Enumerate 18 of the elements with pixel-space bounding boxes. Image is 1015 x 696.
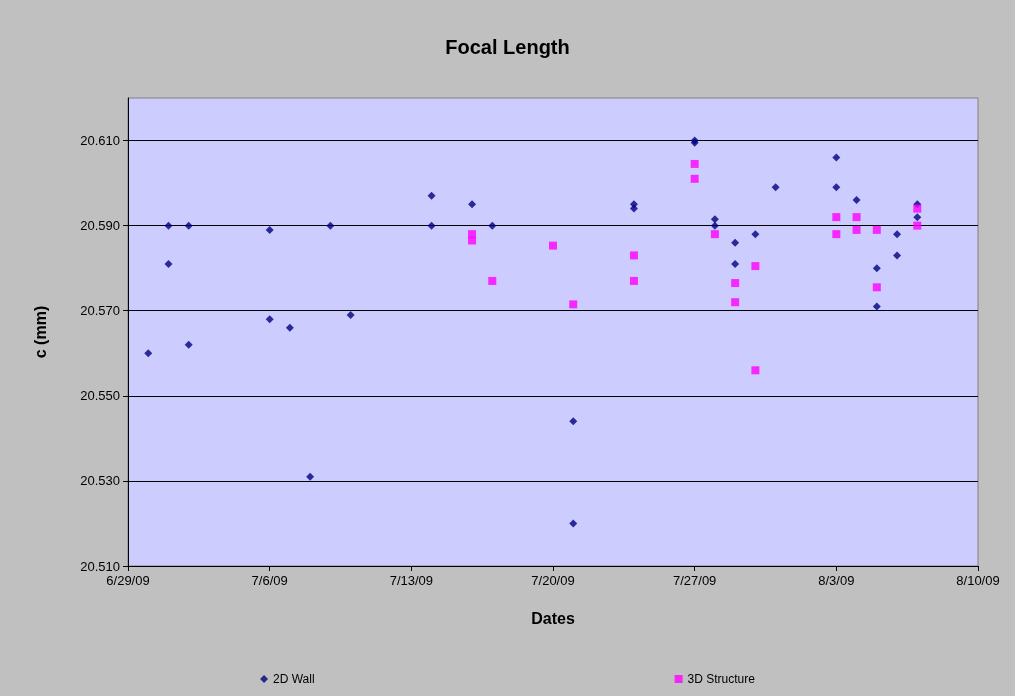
y-tick-label: 20.550 bbox=[80, 388, 120, 404]
legend-label: 3D Structure bbox=[687, 672, 756, 686]
legend-label: 2D Wall bbox=[273, 672, 315, 686]
y-tick-label: 20.610 bbox=[80, 133, 120, 149]
x-tick-label: 7/13/09 bbox=[389, 573, 434, 588]
chart-title: Focal Length bbox=[445, 36, 570, 58]
y-tick-label: 20.590 bbox=[80, 218, 120, 234]
y-tick-label: 20.570 bbox=[80, 303, 120, 319]
y-tick-label: 20.530 bbox=[80, 473, 120, 489]
x-axis-title: Dates bbox=[531, 609, 575, 627]
x-tick-label: 7/27/09 bbox=[672, 573, 717, 588]
y-axis-title: c (mm) bbox=[31, 305, 49, 359]
y-tick-label: 20.510 bbox=[80, 558, 120, 574]
x-tick-label: 6/29/09 bbox=[106, 573, 150, 588]
x-tick-label: 8/3/09 bbox=[818, 573, 855, 588]
x-tick-label: 7/20/09 bbox=[531, 573, 575, 588]
x-tick-label: 7/6/09 bbox=[251, 573, 288, 588]
x-tick-label: 8/10/09 bbox=[956, 573, 1000, 588]
